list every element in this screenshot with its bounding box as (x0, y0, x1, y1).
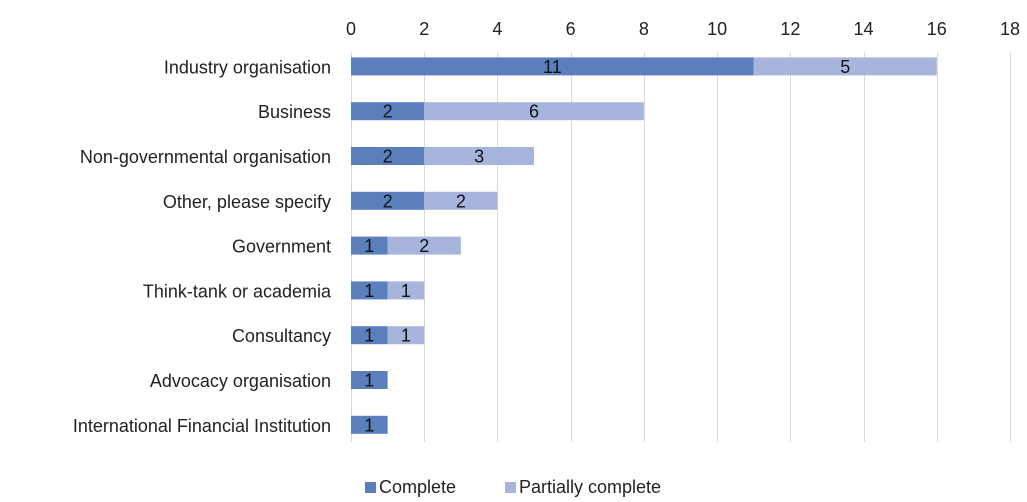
x-tick-label: 18 (1000, 19, 1020, 39)
data-label: 1 (364, 281, 374, 301)
x-tick-label: 10 (707, 19, 727, 39)
x-tick-label: 16 (927, 19, 947, 39)
legend-label: Partially complete (519, 477, 661, 497)
x-tick-label: 4 (492, 19, 502, 39)
bar-complete (351, 415, 388, 434)
bar-complete (351, 281, 388, 300)
bar-complete (351, 102, 425, 121)
category-label: International Financial Institution (73, 416, 331, 436)
legend-swatch (505, 482, 516, 493)
category-label: Other, please specify (163, 192, 331, 212)
x-tick-label: 14 (854, 19, 874, 39)
bar-complete (351, 57, 754, 76)
x-tick-label: 2 (419, 19, 429, 39)
bar-partially-complete (753, 57, 937, 76)
category-label: Government (232, 237, 331, 257)
data-label: 11 (543, 57, 562, 77)
x-axis-ticks: 0 2 4 6 8 10 12 14 16 18 (346, 19, 1020, 39)
data-label: 1 (364, 326, 374, 346)
legend-swatch (365, 482, 376, 493)
data-label: 2 (383, 191, 393, 211)
data-label: 2 (419, 236, 429, 256)
bar-partially-complete (424, 191, 498, 210)
data-label: 3 (474, 147, 484, 167)
legend: Complete Partially complete (365, 477, 661, 497)
bar-complete (351, 371, 388, 389)
category-label: Business (258, 102, 331, 122)
data-label: 1 (364, 415, 374, 435)
bar-complete (351, 147, 425, 165)
category-label: Advocacy organisation (150, 371, 331, 391)
data-label: 1 (401, 281, 411, 301)
category-labels: Industry organisation Business Non-governm… (73, 57, 332, 435)
data-label: 2 (456, 191, 466, 211)
data-label: 1 (401, 326, 411, 346)
x-tick-label: 12 (780, 19, 800, 39)
bar-partially-complete (387, 281, 425, 300)
data-label: 1 (364, 371, 374, 391)
bar-complete (351, 236, 388, 255)
x-tick-label: 8 (639, 19, 649, 39)
data-label: 6 (529, 102, 539, 122)
data-label: 1 (364, 236, 374, 256)
bars: 11 52 62 32 21 21 11 111 (351, 57, 937, 435)
x-tick-label: 6 (566, 19, 576, 39)
category-label: Consultancy (232, 326, 331, 346)
x-tick-label: 0 (346, 19, 356, 39)
bar-partially-complete (424, 147, 535, 165)
category-label: Non-governmental organisation (80, 147, 331, 167)
bar-partially-complete (387, 326, 425, 345)
bar-partially-complete (387, 236, 461, 255)
bar-complete (351, 191, 425, 210)
category-label: Industry organisation (164, 57, 331, 77)
data-label: 2 (383, 102, 393, 122)
data-label: 2 (383, 147, 393, 167)
bar-partially-complete (424, 102, 644, 121)
category-label: Think-tank or academia (143, 281, 332, 301)
legend-label: Complete (379, 477, 456, 497)
bar-complete (351, 326, 388, 345)
data-label: 5 (840, 57, 850, 77)
